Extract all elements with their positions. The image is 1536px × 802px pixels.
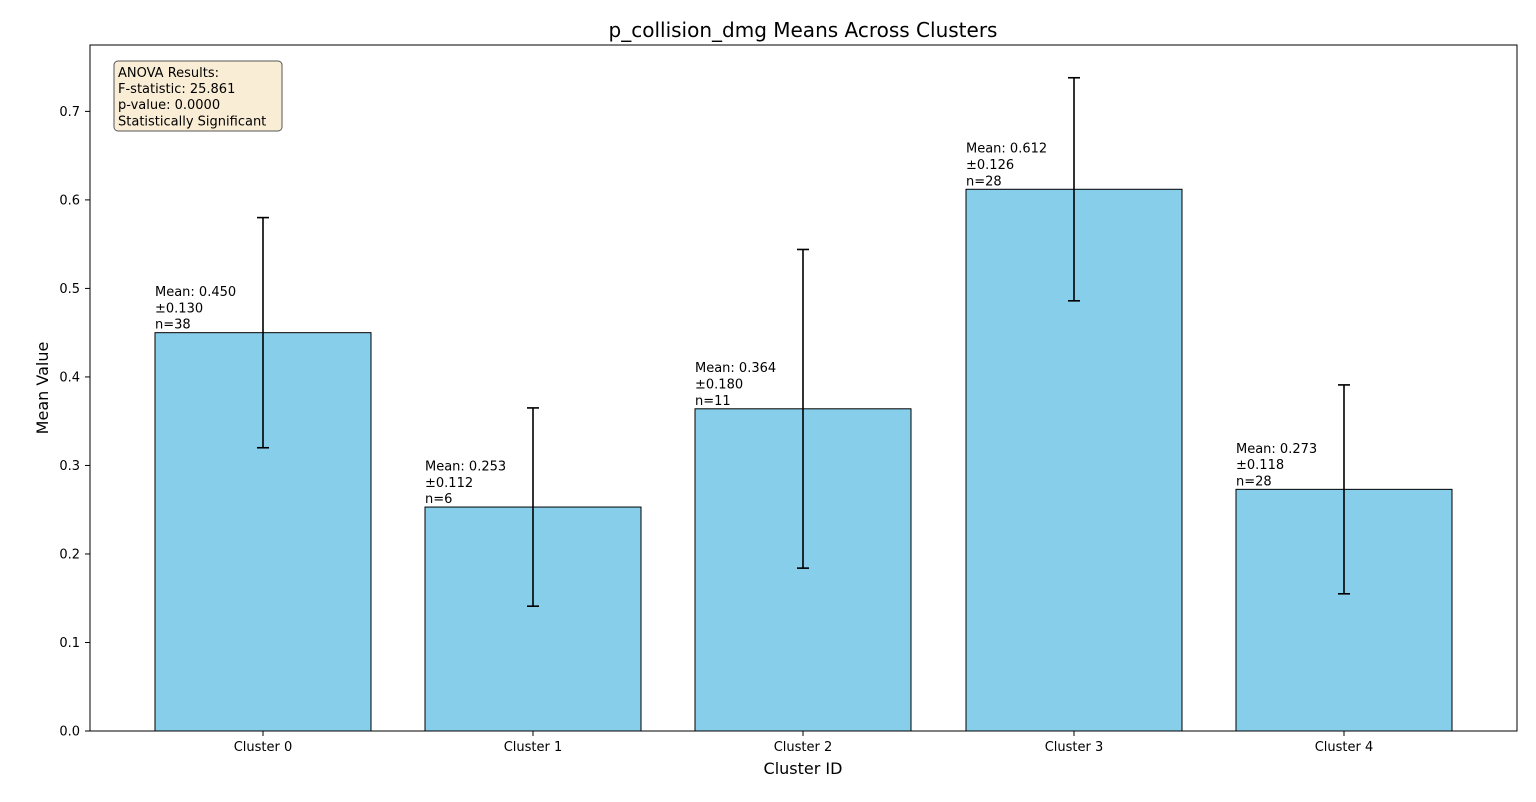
bar-label-line-2-1: ±0.180 — [695, 378, 743, 393]
x-axis-label: Cluster ID — [764, 759, 843, 778]
bar-label-line-3-1: ±0.126 — [966, 158, 1014, 173]
anova-annotation: ANOVA Results:F-statistic: 25.861p-value… — [113, 60, 283, 132]
bar-label-line-3-2: n=28 — [966, 174, 1002, 189]
bar-label-3: Mean: 0.612 ±0.126 n=28 — [966, 142, 1047, 190]
y-tick-label-0: 0.0 — [59, 725, 80, 740]
y-tick-label-3: 0.3 — [59, 459, 80, 474]
y-axis-label: Mean Value — [33, 342, 52, 435]
bar-label-1: Mean: 0.253 ±0.112 n=6 — [425, 459, 506, 507]
anova-line-1: F-statistic: 25.861 — [118, 82, 235, 97]
error-bar-1 — [527, 407, 539, 607]
error-bar-2 — [797, 248, 809, 569]
y-tick-label-7: 0.7 — [59, 105, 80, 120]
bar-label-line-4-2: n=28 — [1236, 474, 1272, 489]
y-tick-label-5: 0.5 — [59, 282, 80, 297]
anova-line-0: ANOVA Results: — [118, 66, 219, 81]
bar-label-line-1-1: ±0.112 — [425, 476, 473, 491]
y-axis: 0.0 0.1 0.2 0.3 0.4 0.5 0.6 0.7 — [59, 105, 90, 740]
bar-label-line-0-1: ±0.130 — [155, 301, 203, 316]
chart-title: p_collision_dmg Means Across Clusters — [609, 18, 998, 42]
bar-label-line-2-2: n=11 — [695, 394, 731, 409]
x-tick-label-0: Cluster 0 — [234, 740, 293, 755]
error-bar-3 — [1068, 76, 1080, 302]
y-tick-label-2: 0.2 — [59, 547, 80, 562]
anova-line-2: p-value: 0.0000 — [118, 98, 220, 113]
bar-label-line-4-1: ±0.118 — [1236, 458, 1284, 473]
bar-label-line-4-0: Mean: 0.273 — [1236, 442, 1317, 457]
x-tick-label-3: Cluster 3 — [1045, 740, 1104, 755]
error-bar-0 — [257, 216, 269, 449]
bar-label-4: Mean: 0.273 ±0.118 n=28 — [1236, 442, 1317, 490]
x-tick-label-4: Cluster 4 — [1315, 740, 1374, 755]
bar-label-line-3-0: Mean: 0.612 — [966, 142, 1047, 157]
bar-label-line-0-0: Mean: 0.450 — [155, 285, 236, 300]
y-tick-label-4: 0.4 — [59, 370, 80, 385]
anova-line-3: Statistically Significant — [118, 114, 266, 129]
y-tick-label-1: 0.1 — [59, 636, 80, 651]
y-tick-label-6: 0.6 — [59, 193, 80, 208]
error-bar-4 — [1338, 384, 1350, 595]
bar-label-line-1-2: n=6 — [425, 492, 452, 507]
x-tick-label-1: Cluster 1 — [504, 740, 563, 755]
bar-label-line-2-0: Mean: 0.364 — [695, 361, 776, 376]
bars-layer — [154, 188, 1453, 732]
bar-label-line-0-2: n=38 — [155, 318, 191, 333]
x-tick-label-2: Cluster 2 — [774, 740, 833, 755]
anova-annotation-box — [113, 60, 283, 132]
bar-label-2: Mean: 0.364 ±0.180 n=11 — [695, 361, 776, 409]
bar-label-0: Mean: 0.450 ±0.130 n=38 — [155, 285, 236, 333]
x-axis: Cluster 0 Cluster 1 Cluster 2 Cluster 3 Clus… — [234, 731, 1374, 755]
bar-label-line-1-0: Mean: 0.253 — [425, 459, 506, 474]
error-bars-layer — [257, 76, 1350, 607]
